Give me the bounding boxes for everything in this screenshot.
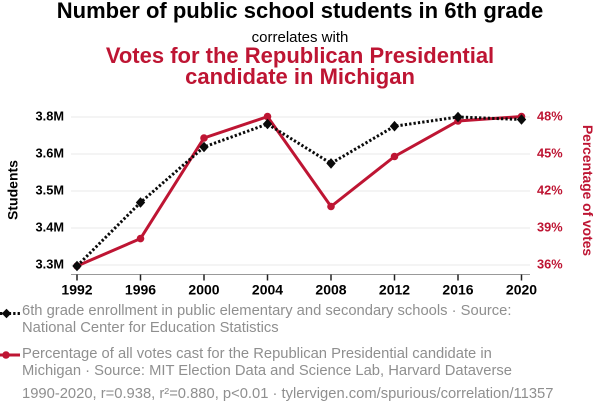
svg-text:3.8M: 3.8M	[36, 109, 64, 124]
svg-text:48%: 48%	[537, 109, 563, 124]
svg-text:2008: 2008	[315, 282, 346, 298]
svg-text:3.5M: 3.5M	[36, 183, 64, 198]
svg-text:42%: 42%	[537, 183, 563, 198]
svg-text:39%: 39%	[537, 220, 563, 235]
svg-text:3.3M: 3.3M	[36, 257, 64, 272]
svg-text:Students: Students	[5, 160, 21, 220]
svg-text:2020: 2020	[506, 282, 537, 298]
svg-text:2012: 2012	[379, 282, 410, 298]
svg-text:45%: 45%	[537, 146, 563, 161]
svg-text:2004: 2004	[252, 282, 283, 298]
svg-text:3.6M: 3.6M	[36, 146, 64, 161]
svg-text:1996: 1996	[125, 282, 156, 298]
svg-text:2000: 2000	[188, 282, 219, 298]
svg-text:2016: 2016	[442, 282, 473, 298]
svg-text:36%: 36%	[537, 257, 563, 272]
svg-text:Percentage of votes: Percentage of votes	[580, 125, 595, 256]
svg-text:1992: 1992	[61, 282, 92, 298]
svg-text:3.4M: 3.4M	[36, 220, 64, 235]
